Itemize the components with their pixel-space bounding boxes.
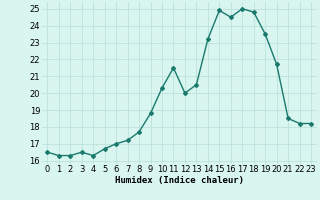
X-axis label: Humidex (Indice chaleur): Humidex (Indice chaleur) — [115, 176, 244, 185]
